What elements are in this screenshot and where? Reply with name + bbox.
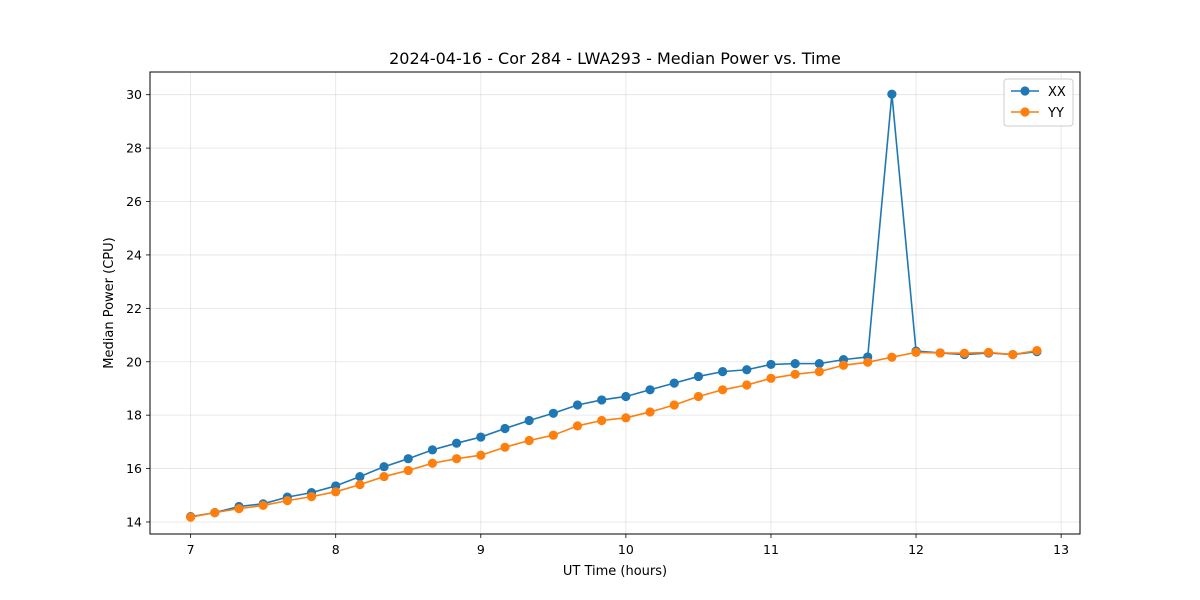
data-point [476,450,486,460]
x-tick-label: 11 [763,542,779,557]
data-point [500,442,510,452]
data-point [693,371,704,382]
legend-label-xx: XX [1048,85,1066,100]
x-tick-label: 13 [1053,542,1069,557]
tick-layer: 7 8 9 10 11 12 13 14 16 18 20 22 24 26 28 30 [126,87,1069,557]
x-tick-label: 8 [332,542,340,557]
data-point [742,365,752,375]
data-point [331,487,341,497]
data-point [379,471,389,482]
data-point [548,408,558,418]
data-point [379,462,389,472]
data-point [452,438,462,448]
data-point [790,359,800,369]
data-point [669,400,679,410]
x-tick-label: 9 [477,542,485,557]
data-point [766,373,776,383]
data-point [597,395,607,405]
data-point [524,435,534,446]
x-axis-label: UT Time (hours) [563,564,667,579]
data-point [645,385,655,395]
y-tick-label: 30 [126,87,142,102]
legend-marker-xx [1020,86,1030,96]
data-point [524,415,534,426]
data-point [621,391,631,402]
data-point [427,458,438,468]
data-point [693,391,704,402]
data-point [766,359,776,370]
data-point [814,359,824,369]
y-tick-label: 14 [126,514,142,529]
data-point [597,415,607,426]
data-point [790,369,800,379]
data-point [427,445,438,455]
data-point [718,385,728,395]
legend-label-yy: YY [1047,106,1064,121]
legend: XX YY [1003,78,1074,127]
x-tick-label: 10 [618,542,634,557]
y-tick-label: 28 [126,141,142,156]
data-point [210,508,220,518]
data-point [186,512,196,522]
data-point [1008,349,1018,360]
data-point [355,471,365,482]
chart-title: 2024-04-16 - Cor 284 - LWA293 - Median P… [389,49,841,68]
y-tick-label: 26 [126,194,142,209]
data-point [403,465,413,476]
data-point [887,89,897,99]
y-axis-label: Median Power (CPU) [102,237,117,368]
x-tick-label: 12 [908,542,924,557]
data-point [814,367,824,377]
data-point [258,500,268,511]
data-point [959,348,970,358]
data-point [863,357,873,367]
data-point [452,454,462,464]
data-point [500,423,510,434]
data-point [1032,345,1042,356]
data-point [306,492,317,502]
y-tick-label: 22 [126,301,142,316]
data-point [355,480,365,490]
data-point [234,504,244,514]
data-point [572,400,583,410]
legend-marker-yy [1020,107,1030,117]
series-layer [186,89,1042,522]
series-yy [186,345,1042,522]
data-point [718,367,728,377]
data-point [984,347,994,357]
data-point [282,496,292,506]
data-point [572,421,583,431]
data-point [548,430,558,440]
data-point [911,347,921,357]
y-tick-label: 16 [126,461,142,476]
data-point [887,352,897,362]
plot-frame [149,71,1081,535]
data-point [669,378,679,388]
data-point [403,454,413,464]
data-point [742,380,752,390]
y-tick-label: 24 [126,247,142,262]
data-point [621,413,631,423]
data-point [476,432,486,442]
grid [150,72,1080,534]
x-tick-label: 7 [187,542,195,557]
y-tick-label: 18 [126,408,142,423]
data-point [935,348,945,358]
y-tick-label: 20 [126,354,142,369]
data-point [645,407,655,417]
data-point [838,360,849,370]
